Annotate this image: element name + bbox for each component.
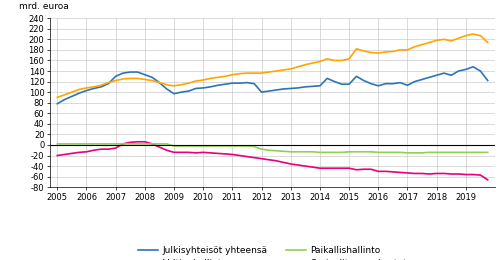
Julkisyhteisöt yhteensä bbox=[484, 79, 490, 82]
Julkisyhteisöt yhteensä bbox=[178, 90, 184, 94]
Julkisyhteisöt yhteensä bbox=[200, 86, 206, 89]
Valtionhallinto bbox=[171, 151, 177, 154]
Valtionhallinto bbox=[208, 151, 214, 154]
Valtionhallinto bbox=[186, 151, 192, 154]
Paikallishallinto bbox=[178, 145, 184, 148]
Sosiaaliturvarahastot bbox=[193, 80, 199, 83]
Paikallishallinto bbox=[324, 151, 330, 154]
Valtionhallinto bbox=[484, 178, 490, 181]
Julkisyhteisöt yhteensä bbox=[324, 77, 330, 80]
Paikallishallinto bbox=[484, 151, 490, 154]
Julkisyhteisöt yhteensä bbox=[470, 65, 476, 68]
Sosiaaliturvarahastot bbox=[54, 96, 60, 99]
Paikallishallinto bbox=[164, 142, 170, 145]
Valtionhallinto bbox=[200, 151, 206, 154]
Paikallishallinto bbox=[127, 142, 133, 145]
Y-axis label: mrd. euroa: mrd. euroa bbox=[19, 2, 68, 11]
Paikallishallinto bbox=[54, 142, 60, 145]
Paikallishallinto bbox=[193, 145, 199, 148]
Julkisyhteisöt yhteensä bbox=[164, 87, 170, 90]
Julkisyhteisöt yhteensä bbox=[193, 87, 199, 90]
Valtionhallinto bbox=[134, 140, 140, 143]
Valtionhallinto bbox=[54, 154, 60, 157]
Line: Julkisyhteisöt yhteensä: Julkisyhteisöt yhteensä bbox=[58, 67, 488, 104]
Valtionhallinto bbox=[127, 141, 133, 144]
Julkisyhteisöt yhteensä bbox=[127, 70, 133, 74]
Line: Sosiaaliturvarahastot: Sosiaaliturvarahastot bbox=[58, 34, 488, 98]
Sosiaaliturvarahastot bbox=[127, 77, 133, 80]
Paikallishallinto bbox=[200, 145, 206, 148]
Legend: Julkisyhteisöt yhteensä, Valtionhallinto, Paikallishallinto, Sosiaaliturvarahast: Julkisyhteisöt yhteensä, Valtionhallinto… bbox=[138, 246, 406, 260]
Sosiaaliturvarahastot bbox=[164, 83, 170, 86]
Line: Valtionhallinto: Valtionhallinto bbox=[58, 142, 488, 180]
Sosiaaliturvarahastot bbox=[200, 79, 206, 82]
Sosiaaliturvarahastot bbox=[484, 41, 490, 44]
Sosiaaliturvarahastot bbox=[470, 32, 476, 36]
Valtionhallinto bbox=[332, 167, 338, 170]
Paikallishallinto bbox=[404, 151, 410, 154]
Sosiaaliturvarahastot bbox=[178, 83, 184, 86]
Julkisyhteisöt yhteensä bbox=[54, 102, 60, 105]
Line: Paikallishallinto: Paikallishallinto bbox=[58, 144, 488, 153]
Sosiaaliturvarahastot bbox=[324, 57, 330, 60]
